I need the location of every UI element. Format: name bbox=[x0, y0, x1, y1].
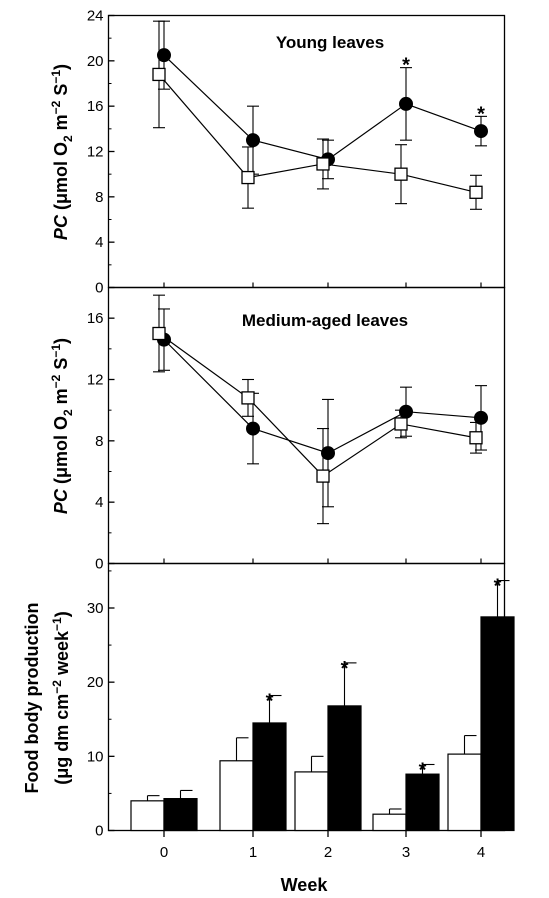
data-point-filled-p1-2 bbox=[321, 446, 335, 461]
data-point-open-p0-3 bbox=[394, 167, 408, 181]
data-point-open-p0-0 bbox=[152, 67, 166, 82]
bar-s1-2 bbox=[327, 705, 362, 832]
bar-significance-star-1: * bbox=[341, 658, 349, 680]
x-axis-label: Week bbox=[281, 875, 329, 895]
data-point-filled-p0-4 bbox=[474, 124, 488, 139]
data-point-filled-p0-3 bbox=[399, 96, 413, 111]
bar-significance-star-2: * bbox=[419, 759, 427, 781]
series-line-p1-s1 bbox=[158, 333, 477, 477]
data-point-open-p0-4 bbox=[469, 185, 483, 199]
bar-s1-0 bbox=[163, 798, 198, 832]
bar-s0-2 bbox=[294, 771, 329, 832]
y-tick-label-p2-0: 0 bbox=[95, 823, 103, 840]
panel-title-medium: Medium-aged leaves bbox=[242, 311, 408, 330]
bar-s0-1 bbox=[219, 760, 254, 832]
significance-star-p0-0: * bbox=[402, 55, 410, 77]
data-point-filled-p1-3 bbox=[399, 404, 413, 419]
data-point-filled-p0-0 bbox=[157, 48, 171, 63]
y-tick-label-p0-1: 4 bbox=[95, 234, 103, 251]
bar-s0-0 bbox=[130, 800, 165, 832]
panel-title-young: Young leaves bbox=[276, 33, 384, 52]
bar-s0-3 bbox=[372, 813, 407, 832]
y-tick-label-p1-3: 12 bbox=[87, 372, 104, 389]
y-tick-label-p1-2: 8 bbox=[95, 433, 103, 450]
significance-star-p0-1: * bbox=[477, 103, 485, 125]
data-point-open-p1-4 bbox=[469, 431, 483, 445]
bar-significance-star-0: * bbox=[266, 691, 274, 713]
y-tick-label-p0-2: 8 bbox=[95, 189, 103, 206]
y-axis-label-food-line1: Food body production bbox=[22, 603, 42, 794]
y-axis-label-medium: PC (μmol O2 m−2 S−1) bbox=[49, 338, 75, 514]
data-point-open-p0-1 bbox=[241, 170, 255, 185]
y-tick-label-p1-4: 16 bbox=[87, 310, 104, 327]
y-tick-label-p2-1: 10 bbox=[87, 748, 104, 765]
bar-s0-4 bbox=[447, 753, 482, 832]
x-tick-label-2: 2 bbox=[324, 844, 332, 861]
y-tick-label-p0-6: 24 bbox=[87, 8, 104, 25]
y-tick-label-p0-0: 0 bbox=[95, 280, 103, 297]
bar-s1-4 bbox=[480, 616, 515, 832]
y-tick-label-p2-2: 20 bbox=[87, 674, 104, 691]
y-tick-label-p1-1: 4 bbox=[95, 494, 103, 511]
data-point-open-p1-3 bbox=[394, 417, 408, 431]
y-axis-label-young: PC (μmol O2 m−2 S−1) bbox=[49, 64, 75, 240]
y-tick-label-p1-0: 0 bbox=[95, 556, 103, 573]
y-tick-label-p0-5: 20 bbox=[87, 53, 104, 70]
y-tick-label-p0-4: 16 bbox=[87, 98, 104, 115]
x-tick-label-4: 4 bbox=[477, 844, 485, 861]
y-tick-label-p2-3: 30 bbox=[87, 600, 104, 617]
bar-significance-star-3: * bbox=[494, 576, 502, 598]
x-tick-label-3: 3 bbox=[402, 844, 410, 861]
data-point-filled-p1-4 bbox=[474, 410, 488, 425]
y-tick-label-p0-3: 12 bbox=[87, 144, 104, 161]
data-point-open-p1-2 bbox=[316, 469, 330, 483]
x-tick-label-1: 1 bbox=[249, 844, 257, 861]
y-axis-label-food-line2: (μg dm cm−2 week−1) bbox=[50, 611, 72, 784]
series-line-p0-s1 bbox=[158, 74, 477, 193]
bar-s1-3 bbox=[405, 773, 440, 832]
data-point-filled-p0-1 bbox=[246, 133, 260, 148]
data-point-open-p1-1 bbox=[241, 391, 255, 405]
x-tick-label-0: 0 bbox=[160, 844, 168, 861]
data-point-open-p1-0 bbox=[152, 326, 166, 341]
data-point-open-p0-2 bbox=[316, 157, 330, 171]
data-point-filled-p1-1 bbox=[246, 421, 260, 436]
bar-s1-1 bbox=[252, 722, 287, 832]
